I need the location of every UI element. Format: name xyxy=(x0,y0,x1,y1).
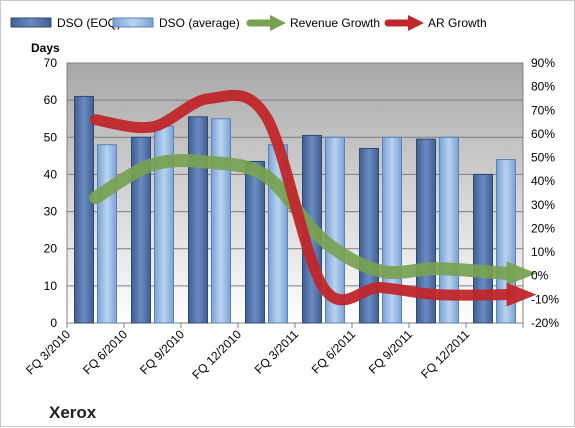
y-axis-title: Days xyxy=(31,41,60,55)
y-right-tick-label: -10% xyxy=(531,292,559,306)
legend-swatch-dso-eoq xyxy=(10,17,52,28)
x-category-label: FQ 3/2010 xyxy=(23,327,73,377)
x-category-label: FQ 9/2010 xyxy=(137,327,187,377)
bar-dso-average xyxy=(97,144,117,324)
y-left-tick-label: 70 xyxy=(44,56,58,70)
y-left-tick-label: 20 xyxy=(44,242,58,256)
y-right-tick-label: 50% xyxy=(531,151,555,165)
legend-label-dso-eoq: DSO (EOQ) xyxy=(57,16,121,30)
legend: DSO (EOQ) DSO (average) Revenue Growth AR G… xyxy=(10,15,487,31)
y-right-tick-label: 0% xyxy=(531,269,549,283)
bar-dso-average xyxy=(211,118,231,324)
growth-lines-layer xyxy=(89,89,537,307)
y-right-tick-label: 60% xyxy=(531,127,555,141)
y-right-tick-label: 10% xyxy=(531,245,555,259)
y-right-tick-label: 30% xyxy=(531,198,555,212)
bar-dso-eoq xyxy=(245,160,265,324)
y-left-tick-label: 50 xyxy=(44,130,58,144)
y-right-tick-label: 40% xyxy=(531,174,555,188)
y-left-tick-label: 60 xyxy=(44,93,58,107)
bar-dso-average xyxy=(325,136,345,324)
x-category-label: FQ 12/2011 xyxy=(418,327,472,381)
y-right-tick-label: -20% xyxy=(531,316,559,330)
y-left-tick-label: 30 xyxy=(44,205,58,219)
legend-label-dso-average: DSO (average) xyxy=(159,16,240,30)
y-right-tick-label: 90% xyxy=(531,56,555,70)
legend-label-revenue-growth: Revenue Growth xyxy=(290,16,380,30)
line-ar-growth xyxy=(90,89,512,306)
y-right-tick-label: 70% xyxy=(531,103,555,117)
x-category-label: FQ 6/2010 xyxy=(80,327,130,377)
bar-dso-eoq xyxy=(473,173,493,324)
y-left-tick-label: 10 xyxy=(44,279,58,293)
y-left-tick-label: 0 xyxy=(50,316,57,330)
company-label: Xerox xyxy=(49,403,97,422)
legend-arrowhead-revenue-growth xyxy=(270,15,286,31)
x-category-label: FQ 12/2010 xyxy=(189,327,244,382)
arrowhead-ar-growth xyxy=(506,282,537,307)
arrowhead-revenue-growth xyxy=(506,261,537,286)
x-category-label: FQ 6/2011 xyxy=(309,327,359,377)
bar-dso-eoq xyxy=(188,116,208,324)
x-category-label: FQ 9/2011 xyxy=(366,327,416,377)
legend-label-ar-growth: AR Growth xyxy=(428,16,487,30)
bar-dso-eoq xyxy=(74,95,94,324)
legend-swatch-dso-average xyxy=(112,17,154,28)
legend-arrowhead-ar-growth xyxy=(408,15,424,31)
bar-dso-eoq xyxy=(131,136,151,324)
x-category-label: FQ 3/2011 xyxy=(252,327,302,377)
y-right-tick-label: 80% xyxy=(531,80,555,94)
y-right-tick-label: 20% xyxy=(531,221,555,235)
bar-dso-eoq xyxy=(416,138,436,324)
y-left-tick-label: 40 xyxy=(44,167,58,181)
bar-dso-average xyxy=(439,136,459,324)
bar-dso-eoq xyxy=(359,147,379,324)
